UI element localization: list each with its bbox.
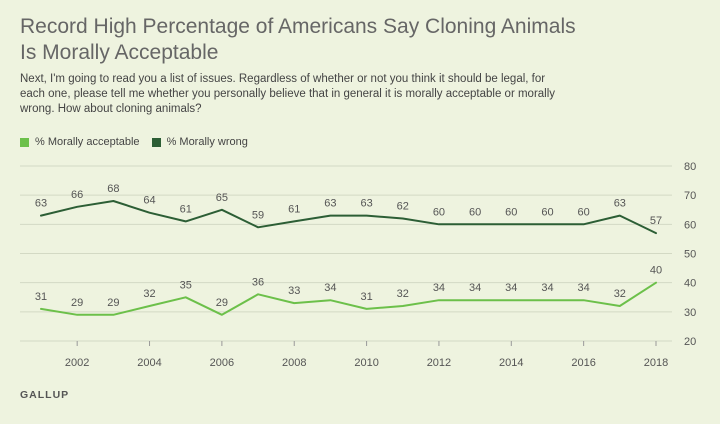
y-tick-label-30: 30 [684, 307, 696, 319]
data-label-0-2015: 34 [541, 282, 553, 294]
data-label-1-2003: 68 [107, 183, 119, 195]
data-label-0-2017: 32 [614, 288, 626, 300]
legend-swatch-wrong [151, 137, 161, 147]
data-label-0-2011: 32 [397, 288, 409, 300]
data-label-0-2002: 29 [71, 297, 83, 309]
data-label-0-2010: 31 [360, 291, 372, 303]
data-label-0-2013: 34 [469, 282, 481, 294]
legend-item-wrong: % Morally wrong [151, 136, 248, 148]
x-tick-label-2014: 2014 [499, 357, 523, 369]
data-label-1-2009: 63 [324, 198, 336, 210]
y-tick-label-60: 60 [684, 219, 696, 231]
y-tick-label-80: 80 [684, 161, 696, 173]
data-label-0-2006: 29 [216, 297, 228, 309]
legend-label-wrong: % Morally wrong [166, 136, 248, 148]
data-label-1-2015: 60 [541, 206, 553, 218]
x-tick-label-2008: 2008 [282, 357, 306, 369]
data-label-1-2006: 65 [216, 192, 228, 204]
data-label-1-2005: 61 [180, 203, 192, 215]
legend-swatch-acceptable [20, 137, 29, 147]
data-label-1-2007: 59 [252, 209, 264, 221]
legend-item-acceptable: % Morally acceptable [20, 136, 140, 148]
data-label-0-2009: 34 [324, 282, 336, 294]
data-label-1-2004: 64 [143, 195, 155, 207]
data-label-1-2011: 62 [397, 201, 409, 213]
x-tick-label-2018: 2018 [644, 357, 668, 369]
data-label-0-2005: 35 [180, 279, 192, 291]
data-label-0-2014: 34 [505, 282, 517, 294]
data-label-0-2001: 31 [35, 291, 47, 303]
data-label-1-2002: 66 [71, 189, 83, 201]
series-line-0 [40, 281, 657, 316]
y-tick-label-20: 20 [684, 336, 696, 348]
data-label-1-2010: 63 [360, 198, 372, 210]
x-tick-label-2016: 2016 [571, 357, 595, 369]
chart-subtitle: Next, I'm going to read you a list of is… [20, 73, 556, 115]
data-label-1-2017: 63 [614, 198, 626, 210]
chart-title: Record High Percentage of Americans Say … [20, 15, 576, 64]
series-line-1 [40, 200, 657, 235]
x-tick-label-2002: 2002 [65, 357, 89, 369]
data-label-1-2001: 63 [35, 198, 47, 210]
x-tick-label-2006: 2006 [210, 357, 234, 369]
data-label-0-2016: 34 [578, 282, 590, 294]
data-label-0-2008: 33 [288, 285, 300, 297]
data-label-0-2018: 40 [650, 265, 662, 277]
data-label-1-2012: 60 [433, 206, 445, 218]
legend: % Morally acceptable % Morally wrong [20, 136, 260, 148]
y-tick-label-40: 40 [684, 278, 696, 290]
source-label: GALLUP [20, 389, 70, 401]
y-tick-label-70: 70 [684, 190, 696, 202]
data-label-1-2014: 60 [505, 206, 517, 218]
x-tick-label-2012: 2012 [427, 357, 451, 369]
data-label-0-2003: 29 [107, 297, 119, 309]
y-tick-label-50: 50 [684, 249, 696, 261]
data-label-1-2013: 60 [469, 206, 481, 218]
data-label-0-2012: 34 [433, 282, 445, 294]
data-label-1-2016: 60 [578, 206, 590, 218]
legend-label-acceptable: % Morally acceptable [35, 136, 140, 148]
x-tick-label-2010: 2010 [354, 357, 378, 369]
data-label-0-2004: 32 [143, 288, 155, 300]
x-tick-label-2004: 2004 [137, 357, 161, 369]
data-label-1-2008: 61 [288, 203, 300, 215]
data-label-1-2018: 57 [650, 215, 662, 227]
data-label-0-2007: 36 [252, 276, 264, 288]
